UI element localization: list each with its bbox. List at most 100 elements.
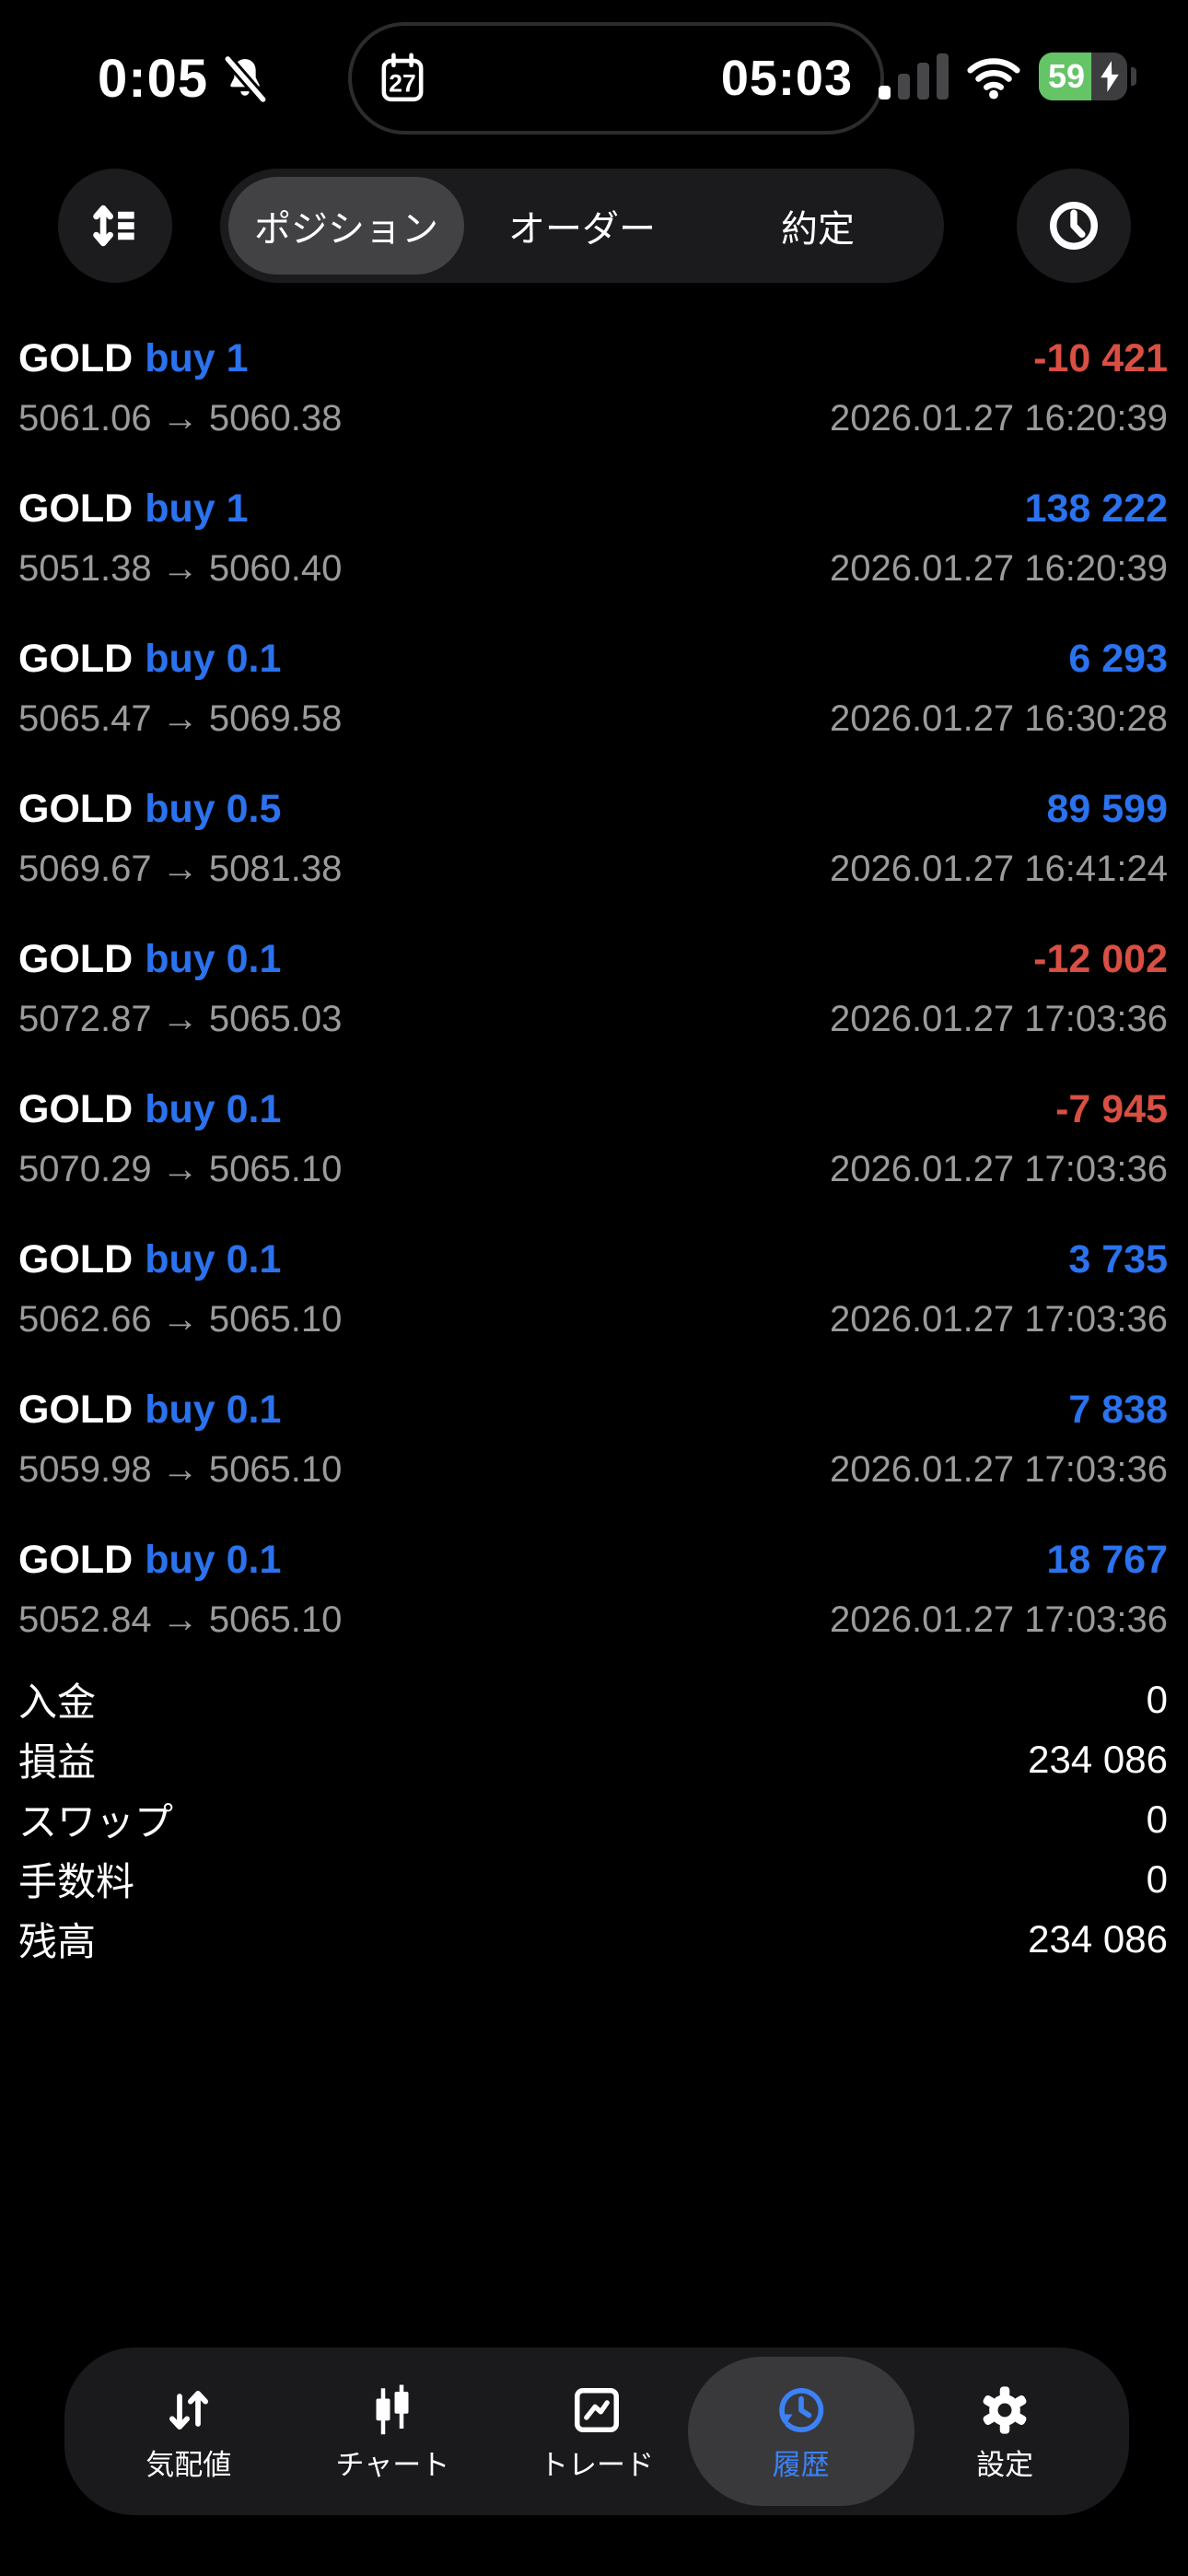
history-row[interactable]: GOLD buy 1 -10 421 5061.06 → 5060.38 2026… [0, 324, 1188, 474]
sort-icon [93, 205, 134, 247]
side-volume: buy 0.1 [145, 1388, 282, 1432]
close-datetime: 2026.01.27 16:20:39 [829, 398, 1168, 439]
open-close-prices: 5069.67 → 5081.38 [18, 849, 343, 889]
tab-charts-label: チャート [335, 2449, 450, 2481]
battery-percent: 59 [1048, 57, 1086, 95]
side-volume: buy 0.5 [145, 787, 282, 831]
side-volume: buy 0.1 [145, 1087, 282, 1131]
timer-value: 05:03 [720, 51, 853, 106]
history-row[interactable]: GOLD buy 0.1 18 767 5052.84 → 5065.10 202… [0, 1526, 1188, 1676]
summary-label-deposit: 入金 [18, 1680, 97, 1724]
wifi-icon [965, 53, 1022, 100]
history-row[interactable]: GOLD buy 0.1 7 838 5059.98 → 5065.10 2026… [0, 1376, 1188, 1526]
side-volume: buy 1 [145, 486, 249, 531]
summary-value-balance: 234 086 [1028, 1916, 1168, 1961]
summary-label-swap: スワップ [18, 1800, 174, 1844]
arrows-up-down-icon [161, 2382, 216, 2439]
open-close-prices: 5065.47 → 5069.58 [18, 698, 343, 739]
side-volume: buy 1 [145, 336, 249, 381]
symbol: GOLD [18, 1237, 134, 1282]
close-datetime: 2026.01.27 16:30:28 [829, 698, 1168, 739]
close-datetime: 2026.01.27 16:41:24 [829, 849, 1168, 889]
side-volume: buy 0.1 [145, 1538, 282, 1582]
summary-value-deposit: 0 [1146, 1677, 1168, 1721]
battery-icon: 59 [1039, 53, 1127, 100]
symbol: GOLD [18, 637, 134, 681]
dynamic-island-timer[interactable]: 27 05:03 [348, 22, 884, 135]
summary-label-profit: 損益 [18, 1740, 97, 1784]
side-volume: buy 0.1 [145, 637, 282, 681]
profit: 138 222 [1024, 486, 1168, 531]
profit: 6 293 [1068, 637, 1168, 681]
profit: -10 421 [1033, 336, 1168, 381]
tab-history-label: 履歴 [772, 2449, 830, 2481]
tab-history[interactable]: 履歴 [687, 2348, 914, 2515]
summary-value-profit: 234 086 [1028, 1737, 1168, 1781]
history-type-tabs: ポジション オーダー 約定 [220, 169, 944, 283]
history-list: GOLD buy 1 -10 421 5061.06 → 5060.38 2026… [0, 324, 1188, 1676]
history-row[interactable]: GOLD buy 0.1 -12 002 5072.87 → 5065.03 20… [0, 925, 1188, 1075]
tab-orders[interactable]: オーダー [508, 209, 656, 250]
tab-settings-label: 設定 [976, 2449, 1034, 2481]
close-datetime: 2026.01.27 16:20:39 [829, 548, 1168, 589]
summary-label-balance: 残高 [18, 1920, 97, 1963]
profit: -12 002 [1033, 937, 1168, 981]
clock-icon [1050, 202, 1098, 250]
bottom-tab-bar: 気配値 チャート トレード [64, 2348, 1129, 2515]
tab-deals[interactable]: 約定 [781, 209, 855, 250]
history-clock-icon [773, 2382, 830, 2439]
history-row[interactable]: GOLD buy 1 138 222 5051.38 → 5060.40 2026… [0, 474, 1188, 625]
side-volume: buy 0.1 [145, 937, 282, 981]
symbol: GOLD [18, 1538, 134, 1582]
profit: 89 599 [1046, 787, 1168, 831]
calendar-day: 27 [389, 70, 415, 98]
close-datetime: 2026.01.27 17:03:36 [829, 1299, 1168, 1340]
open-close-prices: 5052.84 → 5065.10 [18, 1599, 343, 1640]
summary-value-commission: 0 [1146, 1856, 1168, 1901]
close-datetime: 2026.01.27 17:03:36 [829, 1149, 1168, 1189]
symbol: GOLD [18, 336, 134, 381]
tab-charts[interactable]: チャート [291, 2348, 495, 2515]
tab-trade[interactable]: トレード [495, 2348, 699, 2515]
side-volume: buy 0.1 [145, 1237, 282, 1282]
tab-trade-label: トレード [539, 2449, 654, 2481]
sort-button[interactable] [58, 169, 172, 283]
history-row[interactable]: GOLD buy 0.1 6 293 5065.47 → 5069.58 2026… [0, 625, 1188, 775]
gear-icon [977, 2382, 1032, 2439]
symbol: GOLD [18, 1087, 134, 1131]
close-datetime: 2026.01.27 17:03:36 [829, 1599, 1168, 1640]
trade-chart-icon [569, 2382, 624, 2439]
profit: 18 767 [1046, 1538, 1168, 1582]
profit: 7 838 [1068, 1388, 1168, 1432]
open-close-prices: 5062.66 → 5065.10 [18, 1299, 343, 1340]
battery-fill [1039, 53, 1091, 100]
open-close-prices: 5072.87 → 5065.03 [18, 999, 343, 1039]
tab-positions[interactable]: ポジション [228, 177, 464, 275]
symbol: GOLD [18, 486, 134, 531]
status-time: 0:05 [98, 49, 209, 109]
open-close-prices: 5059.98 → 5065.10 [18, 1449, 343, 1490]
bell-slash-icon [219, 53, 271, 105]
symbol: GOLD [18, 937, 134, 981]
calendar-icon: 27 [376, 51, 429, 106]
open-close-prices: 5051.38 → 5060.40 [18, 548, 343, 589]
profit: -7 945 [1055, 1087, 1168, 1131]
close-datetime: 2026.01.27 17:03:36 [829, 1449, 1168, 1490]
time-period-button[interactable] [1017, 169, 1131, 283]
tab-quotes-label: 気配値 [146, 2449, 232, 2481]
battery-cap [1131, 67, 1136, 86]
symbol: GOLD [18, 787, 134, 831]
tab-quotes[interactable]: 気配値 [87, 2348, 291, 2515]
status-icons: 59 [879, 50, 1136, 103]
history-row[interactable]: GOLD buy 0.1 3 735 5062.66 → 5065.10 2026… [0, 1225, 1188, 1376]
open-close-prices: 5061.06 → 5060.38 [18, 398, 343, 439]
symbol: GOLD [18, 1388, 134, 1432]
history-row[interactable]: GOLD buy 0.1 -7 945 5070.29 → 5065.10 202… [0, 1075, 1188, 1225]
tab-settings[interactable]: 設定 [903, 2348, 1107, 2515]
history-row[interactable]: GOLD buy 0.5 89 599 5069.67 → 5081.38 202… [0, 775, 1188, 925]
profit: 3 735 [1068, 1237, 1168, 1282]
cellular-signal-icon [879, 52, 949, 101]
candlestick-chart-icon [365, 2382, 420, 2439]
charging-bolt-icon [1101, 61, 1119, 92]
close-datetime: 2026.01.27 17:03:36 [829, 999, 1168, 1039]
